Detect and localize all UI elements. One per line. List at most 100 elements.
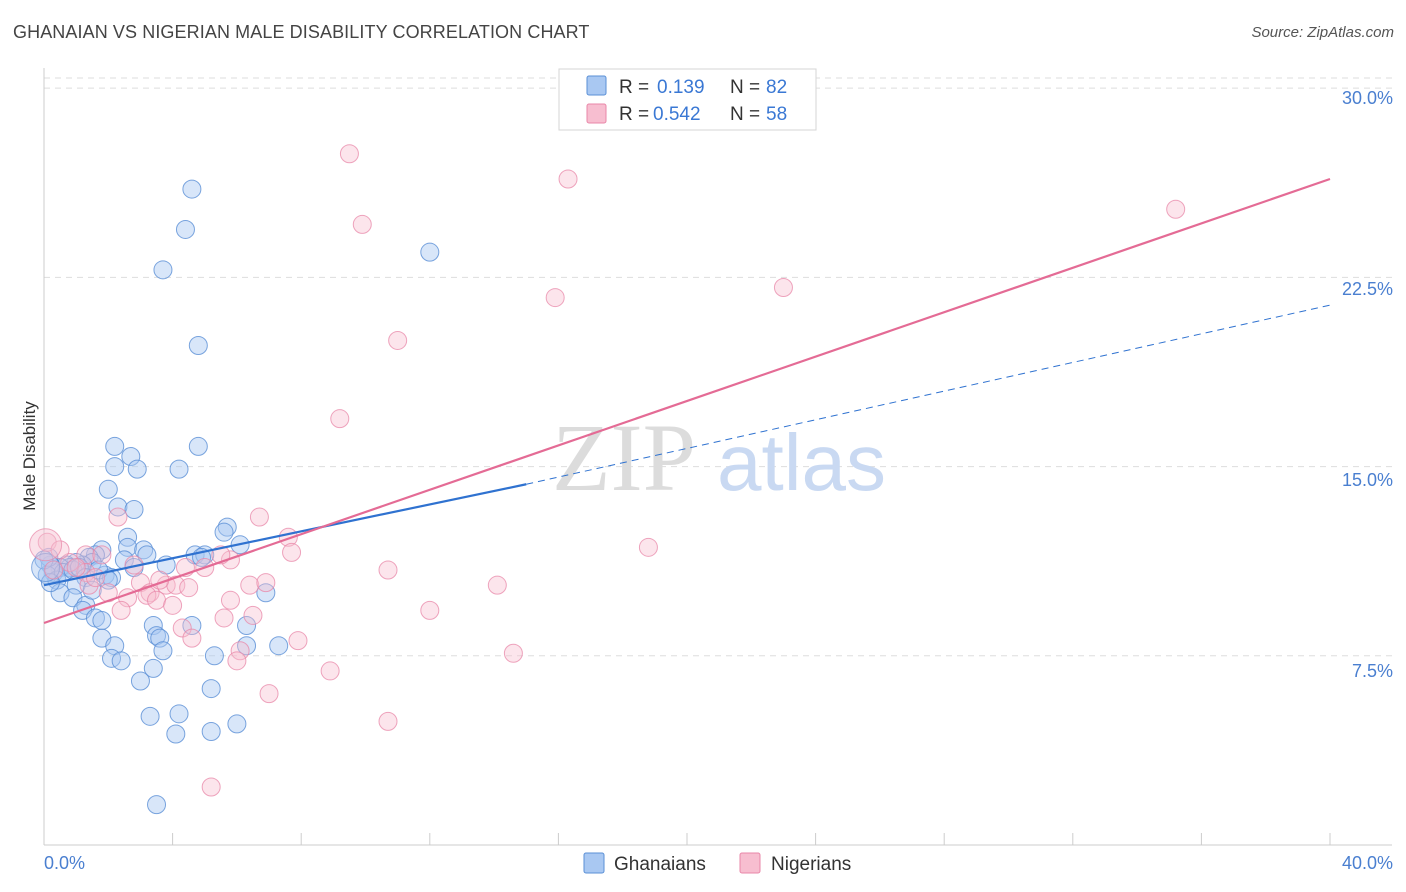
ghanaian-point — [217, 517, 237, 537]
ghanaian-point — [204, 646, 224, 666]
ghanaian-point — [269, 636, 289, 656]
nigerian-point — [288, 631, 308, 651]
ghanaian-point — [201, 721, 221, 741]
nigerian-n-value: 58 — [766, 104, 787, 125]
nigerian-point — [201, 777, 221, 797]
ghanaian-point — [237, 636, 257, 656]
ghanaian-trend-extension — [526, 304, 1331, 485]
nigerian-point — [108, 507, 128, 527]
nigerian-point — [66, 558, 86, 577]
ghanaian-point — [111, 651, 131, 671]
ghanaian-point — [188, 436, 208, 456]
x-tick-label-max: 40.0% — [1342, 853, 1393, 873]
nigerian-point — [330, 409, 350, 429]
nigerian-point — [60, 552, 80, 572]
ghanaian-point — [175, 219, 195, 239]
nigerian-point — [545, 288, 565, 308]
nigerian-point — [503, 643, 523, 663]
ghanaian-swatch — [586, 75, 607, 96]
nigerian-point — [249, 507, 269, 527]
ghanaian-point — [108, 497, 128, 517]
x-tick-marks — [172, 833, 1331, 845]
grid — [44, 77, 1392, 657]
nigerian-point — [44, 560, 64, 580]
ghanaian-point — [153, 260, 173, 280]
nigerian-point — [352, 214, 372, 234]
stats-legend: R = 0.139 N = 82 R = 0.542 N = 58 — [558, 68, 817, 131]
nigerian-point — [259, 684, 279, 704]
nigerian-point — [378, 560, 398, 580]
nigerian-r-label: R = — [619, 104, 649, 125]
nigerian-point — [220, 590, 240, 610]
ghanaian-cluster-point — [31, 553, 61, 582]
ghanaian-point — [420, 242, 440, 262]
ghanaian-point — [98, 479, 118, 499]
nigerian-point — [558, 169, 578, 189]
ghanaian-point — [130, 671, 150, 691]
ghanaian-point — [188, 336, 208, 355]
nigerian-point — [773, 277, 793, 297]
nigerian-point — [182, 628, 202, 648]
watermark-atlas: atlas — [717, 418, 886, 507]
nigerians-legend-label: Nigerians — [771, 854, 851, 875]
nigerian-point — [339, 144, 359, 164]
ghanaian-n-label: N = — [730, 77, 760, 98]
nigerian-point — [230, 641, 250, 661]
y-tick-label-15: 15.0% — [1342, 470, 1393, 490]
nigerian-point — [50, 540, 70, 560]
ghanaian-point — [50, 583, 70, 603]
ghanaian-point — [121, 447, 141, 466]
nigerian-point — [638, 537, 658, 557]
y-tick-label-7-5: 7.5% — [1352, 661, 1393, 681]
nigerian-cluster-point — [29, 528, 63, 562]
y-axis-title: Male Disability — [20, 401, 39, 511]
y-tick-label-30: 30.0% — [1342, 88, 1393, 108]
ghanaian-point — [227, 714, 247, 734]
ghanaian-point — [153, 641, 173, 661]
nigerian-point — [172, 618, 192, 638]
ghanaian-point — [118, 527, 138, 547]
nigerian-point — [111, 600, 131, 620]
nigerian-point — [147, 590, 167, 610]
ghanaian-point — [169, 704, 189, 724]
ghanaian-points — [31, 179, 440, 815]
nigerian-swatch — [586, 103, 607, 124]
ghanaian-point — [201, 679, 221, 699]
nigerian-point — [320, 661, 340, 681]
ghanaian-point — [166, 724, 186, 744]
ghanaian-point — [134, 540, 154, 560]
trend-lines — [43, 177, 1331, 625]
nigerian-point — [214, 608, 234, 628]
nigerian-point — [220, 550, 240, 570]
ghanaian-point — [214, 522, 234, 542]
nigerian-point — [420, 600, 440, 620]
ghanaian-point — [143, 616, 163, 636]
nigerian-point — [85, 568, 105, 588]
chart-title: GHANAIAN VS NIGERIAN MALE DISABILITY COR… — [13, 22, 590, 42]
nigerian-point — [243, 605, 263, 625]
watermark-zip: ZIP — [552, 404, 696, 511]
nigerian-r-value: 0.542 — [653, 104, 701, 125]
nigerian-points — [29, 144, 1186, 797]
x-tick-label-min: 0.0% — [44, 853, 85, 873]
nigerian-point — [282, 542, 302, 562]
nigerian-point — [179, 578, 199, 598]
ghanaian-r-label: R = — [619, 77, 649, 98]
ghanaian-point — [124, 499, 144, 519]
ghanaian-n-value: 82 — [766, 77, 787, 98]
nigerian-point — [240, 575, 260, 595]
ghanaian-point — [140, 706, 160, 726]
ghanaian-point — [182, 179, 202, 199]
nigerian-point — [487, 575, 507, 595]
nigerian-point — [388, 330, 408, 350]
ghanaian-trend-line — [43, 483, 527, 587]
nigerian-point — [163, 595, 183, 615]
ghanaian-r-value: 0.139 — [657, 77, 705, 98]
ghanaian-point — [105, 436, 125, 456]
nigerian-point — [256, 573, 276, 593]
ghanaian-point — [82, 580, 102, 600]
y-tick-label-22-5: 22.5% — [1342, 279, 1393, 299]
nigerian-trend-line — [43, 177, 1331, 625]
ghanaian-point — [150, 628, 170, 648]
